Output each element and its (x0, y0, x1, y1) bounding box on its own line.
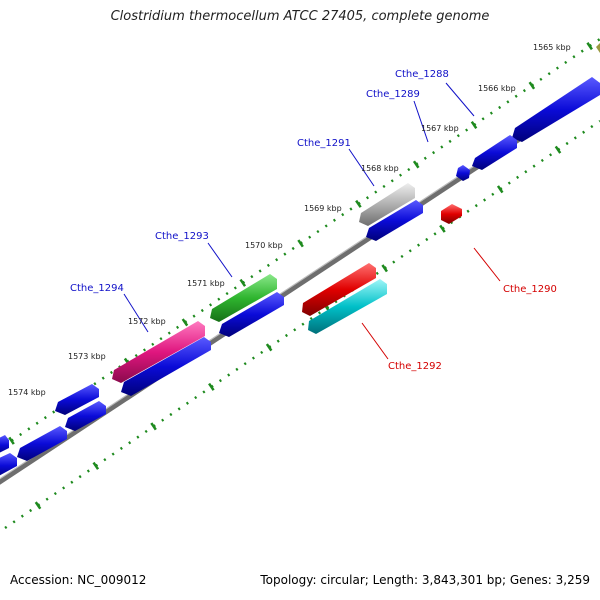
ruler-label: 1574 kbp (8, 388, 46, 397)
gene-arrow[interactable] (0, 453, 17, 478)
gene-label-cthe-1288[interactable]: Cthe_1288 (395, 69, 449, 80)
gene-label-cthe-1294[interactable]: Cthe_1294 (70, 283, 124, 294)
gene-label-cthe-1290[interactable]: Cthe_1290 (503, 284, 557, 295)
ruler-tick (265, 343, 273, 352)
gene-arrow[interactable] (121, 337, 211, 396)
ruler-tick (496, 185, 504, 194)
ruler-tick (8, 436, 15, 445)
ruler-label: 1571 kbp (187, 279, 225, 288)
gene-label-cthe-1291[interactable]: Cthe_1291 (297, 138, 351, 149)
ruler-tick (470, 120, 478, 130)
ruler-label: 1567 kbp (421, 124, 459, 133)
ruler-labels: 1565 kbp 1566 kbp 1567 kbp 1568 kbp 1569… (8, 43, 571, 397)
gene-arrow[interactable] (366, 200, 423, 241)
gene-arrow[interactable] (55, 384, 99, 415)
ruler-tick (586, 42, 593, 51)
gene-label-cthe-1292[interactable]: Cthe_1292 (388, 361, 442, 372)
ruler-tick (239, 278, 247, 287)
label-leaders (123, 82, 501, 360)
ruler-tick (181, 318, 189, 327)
ruler-tick (554, 145, 562, 154)
map-title: Clostridium thermocellum ATCC 27405, com… (110, 9, 490, 24)
ruler-tick (355, 199, 362, 208)
gene-cthe-1290-block[interactable] (302, 263, 376, 316)
ruler-tick (528, 81, 536, 90)
gene-arrow[interactable] (17, 426, 67, 461)
ruler-tick (150, 422, 157, 431)
ruler-tick (92, 461, 100, 470)
ruler-tick (297, 239, 304, 248)
reverse-strand-genes (302, 204, 462, 334)
ruler-tick (208, 382, 215, 391)
gene-arrow[interactable] (0, 435, 9, 455)
ruler-tick (412, 160, 420, 169)
ruler-label: 1573 kbp (68, 352, 106, 361)
gene-cthe-1293[interactable] (210, 274, 277, 322)
ruler-tick (34, 501, 42, 510)
ruler-label: 1572 kbp (128, 317, 166, 326)
ruler-tick (381, 264, 388, 273)
gene-cthe-1290[interactable] (441, 204, 462, 224)
off-map-gene-marker (596, 43, 600, 53)
gene-arrow[interactable] (512, 77, 600, 142)
gene-arrow[interactable] (456, 165, 470, 181)
ruler-label: 1569 kbp (304, 204, 342, 213)
forward-strand-genes (0, 77, 600, 478)
gene-cthe-1292[interactable] (308, 279, 387, 334)
topology-text: Topology: circular; Length: 3,843,301 bp… (260, 573, 590, 587)
ruler-label: 1570 kbp (245, 241, 283, 250)
gene-label-cthe-1293[interactable]: Cthe_1293 (155, 231, 209, 242)
ruler-label: 1565 kbp (533, 43, 571, 52)
gene-label-cthe-1289[interactable]: Cthe_1289 (366, 89, 420, 100)
ruler-tick (439, 224, 446, 233)
gene-cthe-1294[interactable] (112, 321, 205, 383)
ruler-label: 1566 kbp (478, 84, 516, 93)
gene-cthe-1291[interactable] (359, 183, 415, 226)
outer-ruler-track (0, 37, 600, 451)
inner-ruler-track (4, 119, 600, 530)
gene-arrow[interactable] (65, 401, 106, 431)
ruler-major-ticks (8, 42, 593, 510)
ruler-label: 1568 kbp (361, 164, 399, 173)
gene-labels: Cthe_1288 Cthe_1289 Cthe_1291 Cthe_1293 … (70, 69, 557, 372)
accession-text: Accession: NC_009012 (10, 573, 147, 587)
gene-arrow[interactable] (219, 292, 284, 337)
gene-arrow[interactable] (472, 135, 517, 170)
